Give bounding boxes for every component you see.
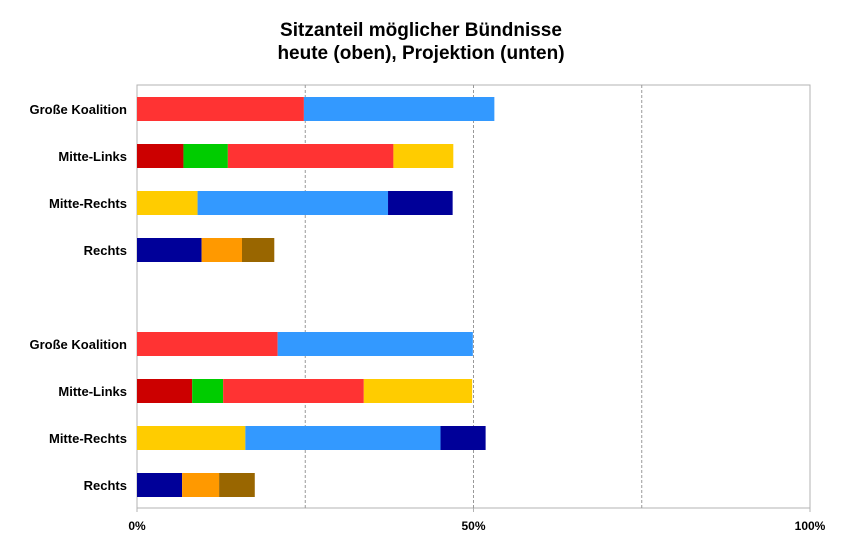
bar-segment-heute-3-1 <box>201 238 242 262</box>
row-label: Mitte-Rechts <box>49 431 127 446</box>
bar-segment-heute-2-1 <box>197 191 389 215</box>
x-tick-label: 100% <box>795 519 826 533</box>
x-tick-label: 50% <box>461 519 485 533</box>
bar-segment-heute-3-0 <box>137 238 202 262</box>
bar-segment-projektion-3-2 <box>219 473 255 497</box>
chart-title-line-2: heute (oben), Projektion (unten) <box>277 43 565 64</box>
row-label: Mitte-Links <box>58 384 127 399</box>
bar-segment-projektion-1-1 <box>192 379 224 403</box>
bar-segment-heute-1-3 <box>393 144 454 168</box>
bar-segment-heute-2-0 <box>137 191 198 215</box>
bar-segment-projektion-2-0 <box>137 426 246 450</box>
bar-segment-projektion-2-1 <box>245 426 441 450</box>
row-label: Große Koalition <box>30 102 128 117</box>
row-label: Mitte-Links <box>58 149 127 164</box>
bar-segment-projektion-3-1 <box>182 473 220 497</box>
bar-segment-projektion-2-2 <box>440 426 486 450</box>
bar-segment-projektion-1-3 <box>363 379 473 403</box>
bar-segment-heute-1-0 <box>137 144 184 168</box>
row-label: Rechts <box>84 478 127 493</box>
bar-segment-projektion-3-0 <box>137 473 183 497</box>
bar-segment-projektion-1-0 <box>137 379 193 403</box>
bar-segment-heute-0-1 <box>303 97 495 121</box>
bar-segment-heute-3-2 <box>241 238 275 262</box>
bar-segment-projektion-1-2 <box>223 379 364 403</box>
bar-segment-heute-0-0 <box>137 97 304 121</box>
bar-segment-projektion-0-1 <box>277 332 473 356</box>
bar-segment-heute-2-2 <box>388 191 453 215</box>
row-label: Große Koalition <box>30 337 128 352</box>
bar-segment-heute-1-1 <box>183 144 228 168</box>
bar-segment-projektion-0-0 <box>137 332 278 356</box>
row-label: Mitte-Rechts <box>49 196 127 211</box>
bar-segment-heute-1-2 <box>227 144 394 168</box>
row-label: Rechts <box>84 243 127 258</box>
chart-title-line-1: Sitzanteil möglicher Bündnisse <box>280 20 562 41</box>
x-tick-label: 0% <box>128 519 146 533</box>
